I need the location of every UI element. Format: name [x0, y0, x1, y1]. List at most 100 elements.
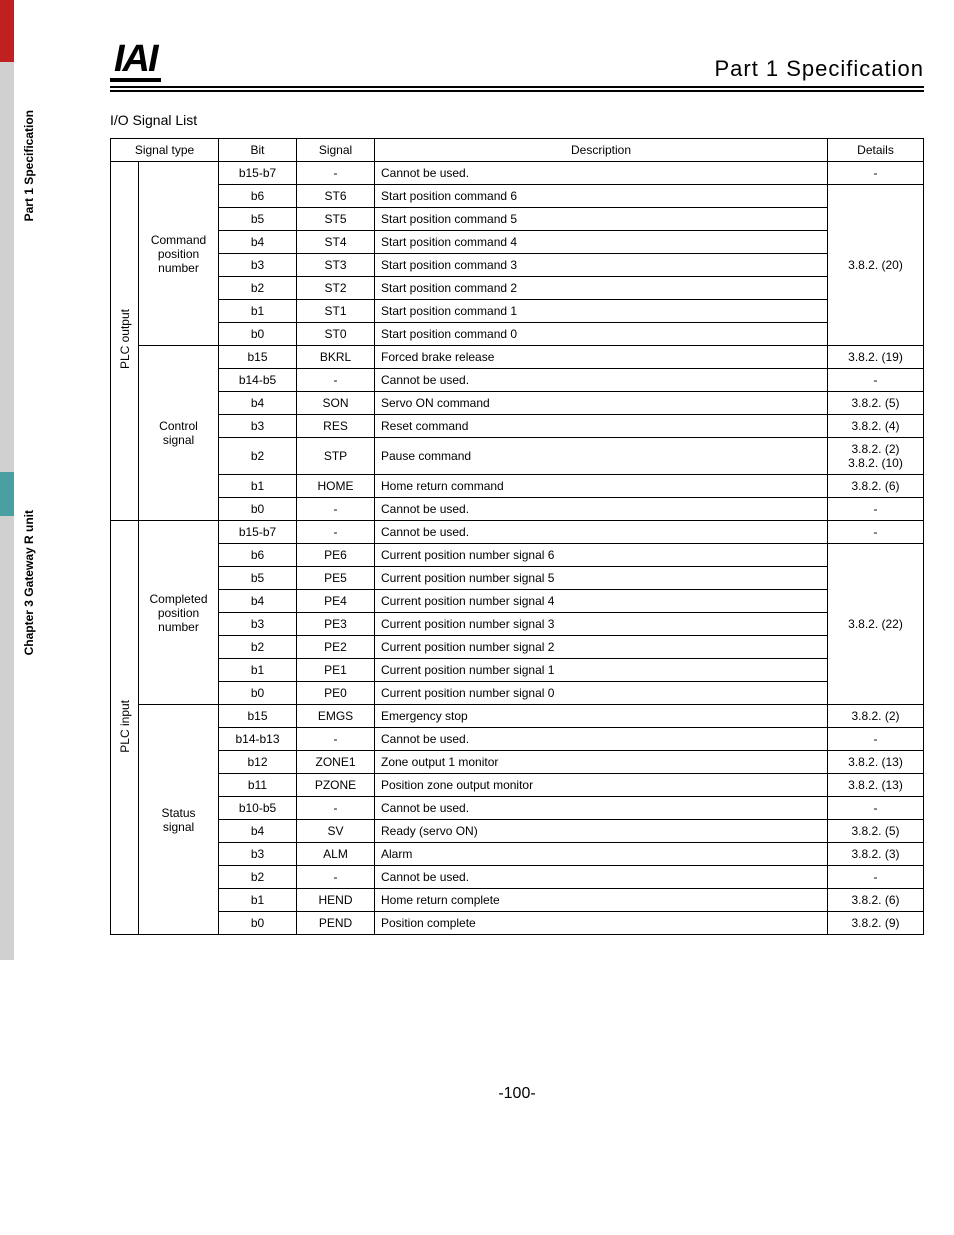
signal-cell: HOME — [297, 475, 375, 498]
signal-cell: - — [297, 369, 375, 392]
table-row: PLC inputCompleted position numberb15-b7… — [111, 521, 924, 544]
details-cell: 3.8.2. (6) — [828, 889, 924, 912]
table-row: b6ST6Start position command 63.8.2. (20) — [111, 185, 924, 208]
details-cell: - — [828, 521, 924, 544]
bit-cell: b14-b13 — [219, 728, 297, 751]
description-cell: Start position command 2 — [375, 277, 828, 300]
details-cell: 3.8.2. (19) — [828, 346, 924, 369]
description-cell: Cannot be used. — [375, 521, 828, 544]
page-number: -100- — [110, 1085, 924, 1103]
signal-cell: ZONE1 — [297, 751, 375, 774]
details-cell: - — [828, 498, 924, 521]
col-signal: Signal — [297, 139, 375, 162]
bit-cell: b1 — [219, 659, 297, 682]
subgroup-label: Status signal — [139, 705, 219, 935]
signal-cell: ST5 — [297, 208, 375, 231]
io-direction-cell: PLC input — [111, 521, 139, 935]
details-cell: - — [828, 866, 924, 889]
bit-cell: b3 — [219, 415, 297, 438]
logo: IAI — [110, 40, 161, 82]
bit-cell: b2 — [219, 438, 297, 475]
bit-cell: b1 — [219, 889, 297, 912]
col-bit: Bit — [219, 139, 297, 162]
bit-cell: b4 — [219, 590, 297, 613]
bit-cell: b0 — [219, 498, 297, 521]
description-cell: Ready (servo ON) — [375, 820, 828, 843]
description-cell: Current position number signal 1 — [375, 659, 828, 682]
bit-cell: b0 — [219, 323, 297, 346]
subgroup-label: Command position number — [139, 162, 219, 346]
subgroup-label: Control signal — [139, 346, 219, 521]
signal-cell: - — [297, 797, 375, 820]
details-cell: 3.8.2. (22) — [828, 544, 924, 705]
description-cell: Cannot be used. — [375, 866, 828, 889]
signal-cell: PZONE — [297, 774, 375, 797]
description-cell: Position complete — [375, 912, 828, 935]
description-cell: Start position command 6 — [375, 185, 828, 208]
details-cell: 3.8.2. (13) — [828, 751, 924, 774]
signal-cell: - — [297, 728, 375, 751]
table-row: b1PE1Current position number signal 1 — [111, 659, 924, 682]
table-header-row: Signal type Bit Signal Description Detai… — [111, 139, 924, 162]
description-cell: Home return complete — [375, 889, 828, 912]
description-cell: Start position command 3 — [375, 254, 828, 277]
description-cell: Start position command 5 — [375, 208, 828, 231]
bit-cell: b2 — [219, 866, 297, 889]
bit-cell: b2 — [219, 636, 297, 659]
signal-cell: SON — [297, 392, 375, 415]
bit-cell: b15 — [219, 346, 297, 369]
bit-cell: b3 — [219, 843, 297, 866]
side-tab-chapter: Chapter 3 Gateway R unit — [22, 510, 36, 655]
bit-cell: b15 — [219, 705, 297, 728]
description-cell: Start position command 4 — [375, 231, 828, 254]
description-cell: Cannot be used. — [375, 162, 828, 185]
description-cell: Pause command — [375, 438, 828, 475]
signal-cell: PE6 — [297, 544, 375, 567]
page-header: IAI Part 1 Specification — [110, 40, 924, 88]
bit-cell: b1 — [219, 300, 297, 323]
io-direction-label: PLC output — [118, 309, 132, 369]
description-cell: Reset command — [375, 415, 828, 438]
bit-cell: b6 — [219, 185, 297, 208]
description-cell: Start position command 0 — [375, 323, 828, 346]
description-cell: Current position number signal 4 — [375, 590, 828, 613]
table-row: b4SONServo ON command3.8.2. (5) — [111, 392, 924, 415]
table-row: b14-b13-Cannot be used.- — [111, 728, 924, 751]
description-cell: Cannot be used. — [375, 797, 828, 820]
table-row: b3PE3Current position number signal 3 — [111, 613, 924, 636]
subgroup-label: Completed position number — [139, 521, 219, 705]
signal-cell: PE3 — [297, 613, 375, 636]
bit-cell: b1 — [219, 475, 297, 498]
signal-cell: ST1 — [297, 300, 375, 323]
details-cell: - — [828, 728, 924, 751]
table-row: b2PE2Current position number signal 2 — [111, 636, 924, 659]
table-row: b10-b5-Cannot be used.- — [111, 797, 924, 820]
table-row: b6PE6Current position number signal 63.8… — [111, 544, 924, 567]
bit-cell: b4 — [219, 231, 297, 254]
table-row: b12ZONE1Zone output 1 monitor3.8.2. (13) — [111, 751, 924, 774]
details-cell: - — [828, 797, 924, 820]
signal-cell: ST2 — [297, 277, 375, 300]
table-row: b2STPPause command3.8.2. (2) 3.8.2. (10) — [111, 438, 924, 475]
table-row: b5PE5Current position number signal 5 — [111, 567, 924, 590]
io-direction-label: PLC input — [118, 700, 132, 753]
signal-cell: HEND — [297, 889, 375, 912]
bit-cell: b2 — [219, 277, 297, 300]
bit-cell: b12 — [219, 751, 297, 774]
description-cell: Cannot be used. — [375, 369, 828, 392]
signal-cell: ST3 — [297, 254, 375, 277]
part-title: Part 1 Specification — [714, 56, 924, 82]
description-cell: Current position number signal 6 — [375, 544, 828, 567]
bit-cell: b3 — [219, 254, 297, 277]
bit-cell: b10-b5 — [219, 797, 297, 820]
description-cell: Cannot be used. — [375, 728, 828, 751]
io-signal-table: Signal type Bit Signal Description Detai… — [110, 138, 924, 935]
table-row: b2ST2Start position command 2 — [111, 277, 924, 300]
signal-cell: PE1 — [297, 659, 375, 682]
side-tab-spec: Part 1 Specification — [22, 110, 36, 221]
signal-cell: ALM — [297, 843, 375, 866]
table-row: PLC outputCommand position numberb15-b7-… — [111, 162, 924, 185]
table-row: b5ST5Start position command 5 — [111, 208, 924, 231]
table-row: Status signalb15EMGSEmergency stop3.8.2.… — [111, 705, 924, 728]
details-cell: 3.8.2. (5) — [828, 392, 924, 415]
